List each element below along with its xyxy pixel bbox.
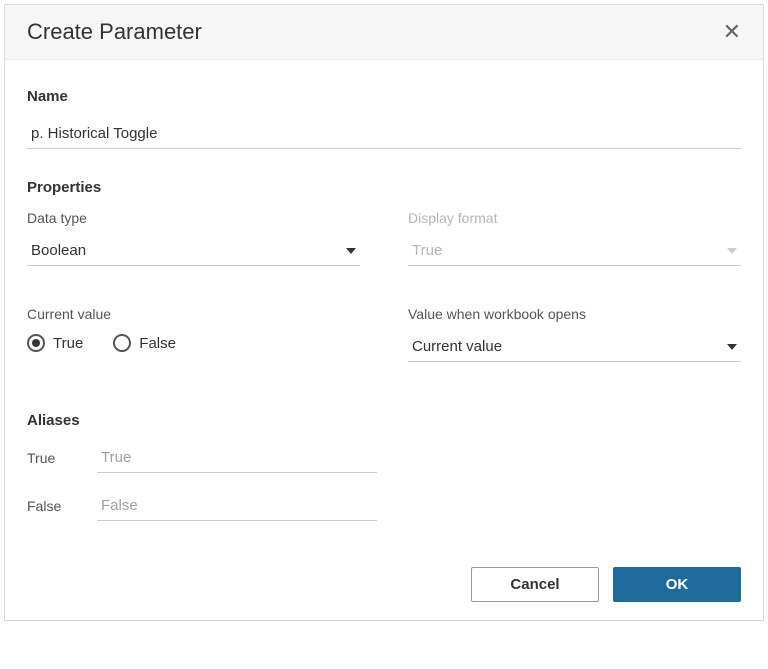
radio-icon-selected bbox=[27, 334, 45, 352]
properties-row-2: Current value True False Value when work bbox=[27, 306, 741, 362]
aliases-label: Aliases bbox=[27, 412, 741, 429]
create-parameter-dialog: Create Parameter ✕ Name Properties Data … bbox=[4, 4, 764, 621]
close-icon[interactable]: ✕ bbox=[723, 21, 741, 43]
data-type-dropdown[interactable]: Boolean bbox=[27, 236, 360, 266]
value-when-opens-label: Value when workbook opens bbox=[408, 306, 741, 322]
name-input[interactable] bbox=[27, 119, 741, 149]
properties-label: Properties bbox=[27, 179, 741, 196]
display-format-label: Display format bbox=[408, 210, 741, 226]
radio-true-label: True bbox=[53, 335, 83, 352]
aliases-section: Aliases True False bbox=[27, 412, 741, 521]
data-type-label: Data type bbox=[27, 210, 360, 226]
alias-true-key: True bbox=[27, 450, 73, 466]
ok-button[interactable]: OK bbox=[613, 567, 741, 602]
radio-true[interactable]: True bbox=[27, 334, 83, 352]
radio-icon-unselected bbox=[113, 334, 131, 352]
current-value-field: Current value True False bbox=[27, 306, 360, 362]
alias-row-false: False bbox=[27, 491, 741, 521]
dialog-title: Create Parameter bbox=[27, 19, 202, 45]
properties-row-1: Data type Boolean Display format True bbox=[27, 210, 741, 266]
current-value-radio-group: True False bbox=[27, 332, 360, 352]
alias-false-input[interactable] bbox=[97, 491, 377, 521]
properties-section: Properties Data type Boolean Display for… bbox=[27, 179, 741, 362]
dialog-footer: Cancel OK bbox=[5, 553, 763, 620]
chevron-down-icon bbox=[346, 248, 356, 254]
chevron-down-icon bbox=[727, 344, 737, 350]
alias-false-key: False bbox=[27, 498, 73, 514]
value-when-opens-value: Current value bbox=[412, 338, 502, 355]
value-when-opens-field: Value when workbook opens Current value bbox=[408, 306, 741, 362]
radio-false[interactable]: False bbox=[113, 334, 176, 352]
current-value-label: Current value bbox=[27, 306, 360, 322]
dialog-header: Create Parameter ✕ bbox=[5, 5, 763, 60]
alias-row-true: True bbox=[27, 443, 741, 473]
value-when-opens-dropdown[interactable]: Current value bbox=[408, 332, 741, 362]
display-format-field: Display format True bbox=[408, 210, 741, 266]
data-type-field: Data type Boolean bbox=[27, 210, 360, 266]
display-format-dropdown: True bbox=[408, 236, 741, 266]
alias-true-input[interactable] bbox=[97, 443, 377, 473]
chevron-down-icon bbox=[727, 248, 737, 254]
name-label: Name bbox=[27, 88, 741, 105]
data-type-value: Boolean bbox=[31, 242, 86, 259]
dialog-body: Name Properties Data type Boolean Displa… bbox=[5, 60, 763, 553]
cancel-button[interactable]: Cancel bbox=[471, 567, 599, 602]
radio-false-label: False bbox=[139, 335, 176, 352]
display-format-value: True bbox=[412, 242, 442, 259]
